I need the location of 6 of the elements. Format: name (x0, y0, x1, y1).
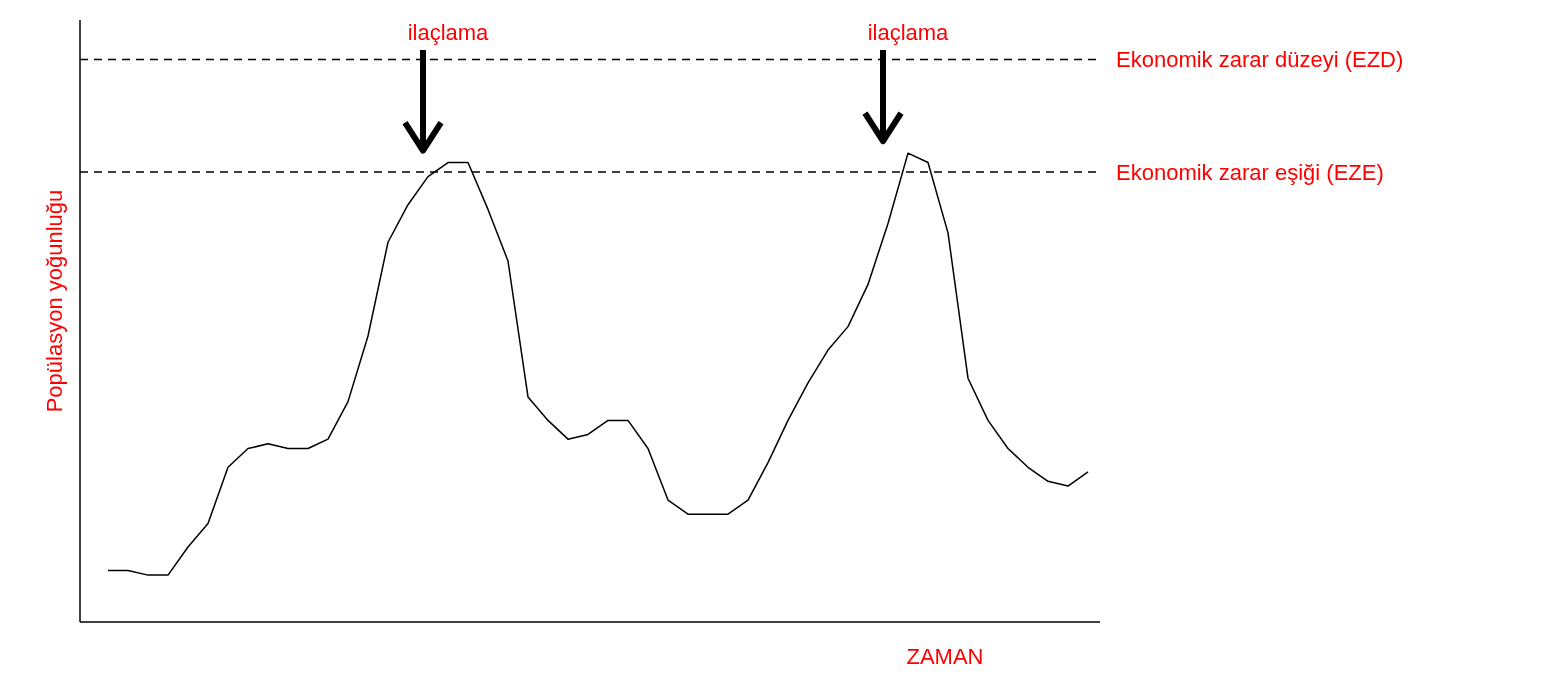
x-axis-title: ZAMAN (906, 644, 984, 669)
ref-line-label: Ekonomik zarar düzeyi (EZD) (1116, 47, 1404, 73)
text: ilaçlama (407, 20, 490, 45)
text: ilaçlama (867, 20, 950, 45)
ref-line-label: Ekonomik zarar eşiği (EZE) (1116, 159, 1384, 185)
y-axis-title: Popülasyon yoğunluğu (42, 189, 67, 413)
